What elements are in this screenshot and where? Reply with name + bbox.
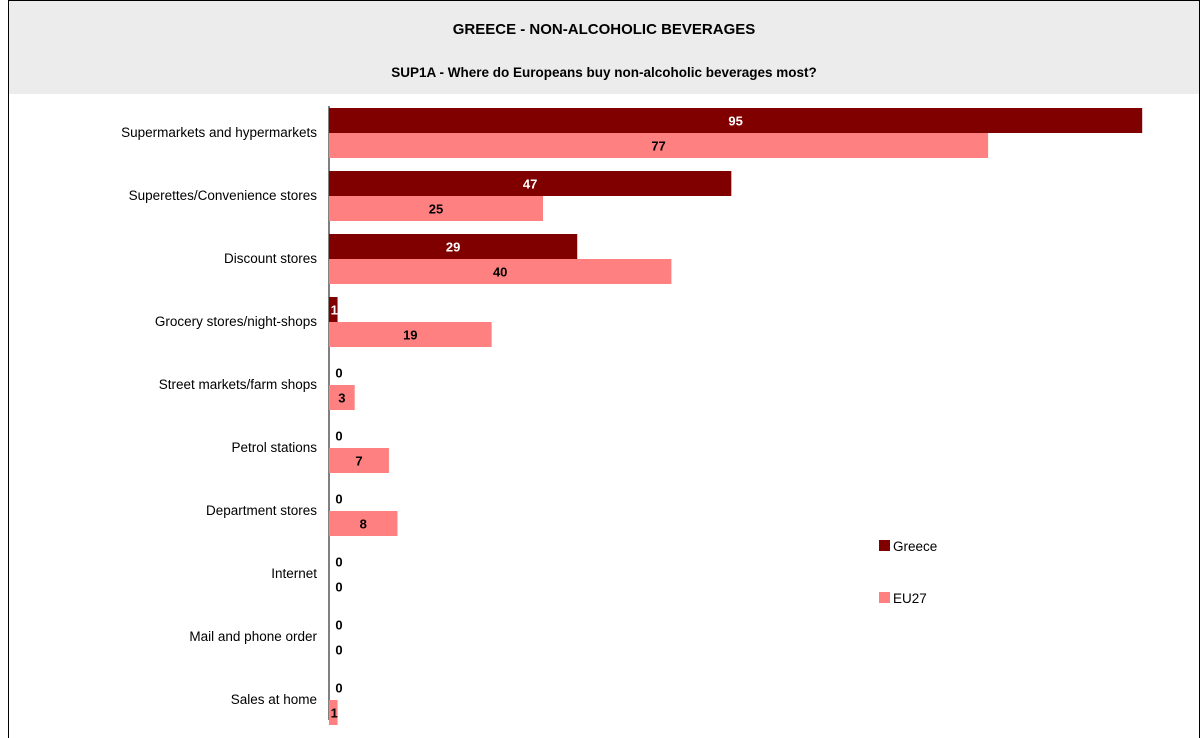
data-label-eu27: 0 bbox=[335, 580, 342, 595]
bar-eu27 bbox=[329, 448, 389, 473]
data-label-eu27: 19 bbox=[403, 328, 417, 343]
chart-subtitle: SUP1A - Where do Europeans buy non-alcoh… bbox=[391, 65, 817, 80]
data-label-eu27: 25 bbox=[429, 202, 443, 217]
chart-title: GREECE - NON-ALCOHOLIC BEVERAGES bbox=[452, 21, 756, 38]
data-label-greece: 0 bbox=[335, 681, 342, 696]
data-label-greece: 0 bbox=[335, 492, 342, 507]
category-label: Street markets/farm shops bbox=[159, 377, 318, 392]
bar-eu27 bbox=[329, 259, 672, 284]
data-label-greece: 1 bbox=[331, 303, 338, 318]
legend-swatch-eu27 bbox=[879, 592, 890, 603]
data-label-eu27: 0 bbox=[335, 643, 342, 658]
bar-greece bbox=[329, 171, 732, 196]
category-label: Mail and phone order bbox=[189, 629, 317, 644]
bar-eu27 bbox=[329, 133, 989, 158]
bar-eu27 bbox=[329, 196, 543, 221]
category-label: Superettes/Convenience stores bbox=[129, 188, 318, 203]
category-label: Petrol stations bbox=[231, 440, 317, 455]
chart-legend: Greece EU27 bbox=[879, 539, 937, 606]
data-label-eu27: 8 bbox=[360, 517, 367, 532]
chart-frame bbox=[8, 0, 1200, 738]
category-label: Internet bbox=[271, 566, 317, 581]
legend-swatch-greece bbox=[879, 540, 890, 551]
data-label-greece: 0 bbox=[335, 429, 342, 444]
bar-greece bbox=[329, 297, 338, 322]
bar-greece bbox=[329, 234, 578, 259]
category-label: Sales at home bbox=[231, 692, 317, 707]
legend-label-greece: Greece bbox=[893, 539, 937, 554]
data-label-eu27: 40 bbox=[493, 265, 507, 280]
legend-label-eu27: EU27 bbox=[893, 591, 927, 606]
data-label-eu27: 3 bbox=[338, 391, 345, 406]
plot-area: Supermarkets and hypermarkets 95 77 Superet… bbox=[121, 106, 1143, 725]
data-label-eu27: 7 bbox=[355, 454, 362, 469]
bar-eu27 bbox=[329, 511, 398, 536]
data-label-greece: 29 bbox=[446, 240, 460, 255]
data-label-eu27: 1 bbox=[331, 706, 338, 721]
data-label-eu27: 77 bbox=[651, 139, 665, 154]
data-label-greece: 0 bbox=[335, 555, 342, 570]
data-label-greece: 0 bbox=[335, 618, 342, 633]
data-label-greece: 95 bbox=[728, 114, 742, 129]
chart-header: GREECE - NON-ALCOHOLIC BEVERAGES SUP1A -… bbox=[9, 1, 1199, 94]
category-label: Discount stores bbox=[224, 251, 317, 266]
data-label-greece: 0 bbox=[335, 366, 342, 381]
category-label: Supermarkets and hypermarkets bbox=[121, 125, 317, 140]
bar-eu27 bbox=[329, 385, 355, 410]
category-label: Department stores bbox=[206, 503, 317, 518]
category-label: Grocery stores/night-shops bbox=[155, 314, 317, 329]
bar-eu27 bbox=[329, 700, 338, 725]
bar-eu27 bbox=[329, 322, 492, 347]
data-label-greece: 47 bbox=[523, 177, 537, 192]
bar-greece bbox=[329, 108, 1143, 133]
